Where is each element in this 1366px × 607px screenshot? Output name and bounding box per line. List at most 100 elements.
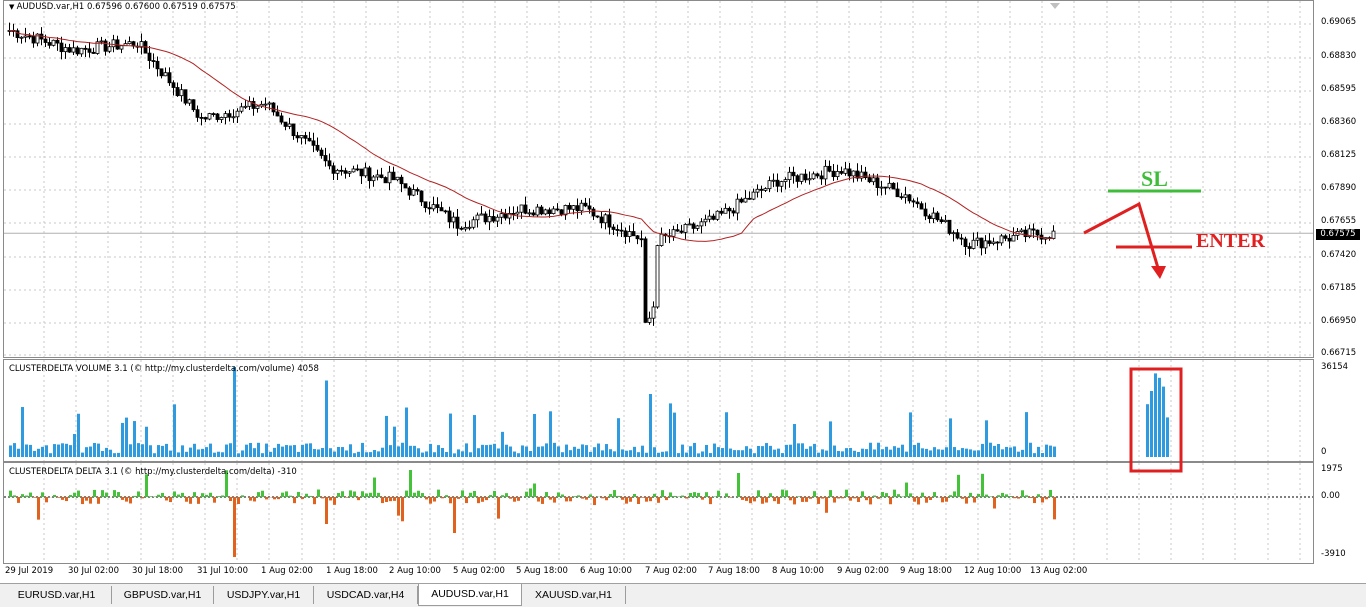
delta-bar-negative bbox=[765, 497, 768, 503]
candle-body bbox=[475, 214, 480, 221]
delta-bar-negative bbox=[1017, 497, 1020, 499]
candle-body bbox=[427, 207, 432, 210]
volume-bar bbox=[469, 452, 472, 457]
candle-body bbox=[155, 60, 160, 70]
delta-bar-positive bbox=[797, 496, 800, 497]
time-label: 30 Jul 18:00 bbox=[132, 566, 183, 576]
volume-bar bbox=[573, 446, 576, 457]
candle-body bbox=[383, 177, 388, 184]
volume-bar bbox=[205, 447, 208, 457]
volume-bar bbox=[517, 453, 520, 457]
delta-bar-positive bbox=[561, 494, 564, 497]
tab-xauusd[interactable]: XAUUSD.var,H1 bbox=[522, 586, 626, 604]
delta-bar-negative bbox=[745, 497, 748, 501]
volume-bar bbox=[825, 450, 828, 457]
volume-bar bbox=[381, 447, 384, 457]
time-label: 9 Aug 02:00 bbox=[837, 566, 889, 576]
candle-body bbox=[947, 219, 952, 234]
candle-body bbox=[531, 212, 536, 216]
delta-bar-negative bbox=[329, 497, 332, 501]
delta-bar-negative bbox=[97, 497, 100, 504]
volume-histogram-svg bbox=[9, 360, 1301, 461]
delta-bar-negative bbox=[973, 497, 976, 503]
candle-body bbox=[827, 165, 832, 172]
candle-body bbox=[803, 173, 808, 181]
delta-bar-positive bbox=[677, 496, 680, 497]
volume-bar bbox=[357, 451, 360, 457]
delta-bar-negative bbox=[585, 497, 588, 500]
tab-usdcad[interactable]: USDCAD.var,H4 bbox=[314, 586, 418, 604]
tab-audusd[interactable]: AUDUSD.var,H1 bbox=[418, 584, 522, 606]
candle-body bbox=[395, 176, 400, 181]
candle-body bbox=[651, 306, 656, 319]
delta-bar-negative bbox=[1045, 497, 1048, 500]
candle-body bbox=[775, 179, 780, 187]
candle-body bbox=[1007, 237, 1012, 242]
volume-bar bbox=[65, 443, 68, 457]
delta-bar-positive bbox=[201, 493, 204, 497]
volume-bar bbox=[957, 450, 960, 457]
price-chart-panel[interactable]: ▼ AUDUSD.var,H1 0.67596 0.67600 0.67519 … bbox=[3, 0, 1314, 358]
delta-bar-negative bbox=[833, 497, 836, 503]
volume-bar bbox=[733, 450, 736, 457]
volume-bar bbox=[37, 448, 40, 457]
candle-body bbox=[315, 144, 320, 151]
collapse-triangle-icon[interactable]: ▼ bbox=[9, 3, 17, 11]
delta-bar-negative bbox=[433, 497, 436, 502]
delta-bar-negative bbox=[605, 497, 608, 501]
delta-bar-negative bbox=[1033, 497, 1036, 504]
delta-bar-negative bbox=[301, 497, 304, 500]
candle-body bbox=[99, 40, 104, 43]
candle-body bbox=[479, 213, 484, 216]
candle-body bbox=[1019, 229, 1024, 232]
candle-body bbox=[507, 212, 512, 219]
tab-gbpusd[interactable]: GBPUSD.var,H1 bbox=[112, 586, 214, 604]
volume-bar bbox=[589, 451, 592, 457]
volume-bar bbox=[193, 443, 196, 457]
volume-bar bbox=[749, 448, 752, 457]
delta-bar-negative bbox=[497, 497, 500, 519]
candle-body bbox=[399, 176, 404, 185]
delta-bar-negative bbox=[709, 497, 712, 505]
volume-bar bbox=[693, 442, 696, 457]
candle-body bbox=[167, 72, 172, 84]
tab-usdjpy[interactable]: USDJPY.var,H1 bbox=[214, 586, 314, 604]
candle-body bbox=[831, 170, 836, 178]
delta-bar-positive bbox=[689, 492, 692, 497]
volume-bar bbox=[189, 447, 192, 457]
volume-bar bbox=[717, 447, 720, 457]
volume-bar bbox=[881, 449, 884, 457]
volume-bar bbox=[925, 448, 928, 457]
volume-bar bbox=[617, 418, 620, 457]
candle-body bbox=[407, 187, 412, 196]
delta-bar-negative bbox=[801, 497, 804, 502]
delta-bar-positive bbox=[445, 495, 448, 497]
price-axis[interactable]: 0.69065 0.68830 0.68595 0.68360 0.68125 … bbox=[1314, 0, 1366, 358]
delta-panel[interactable]: CLUSTERDELTA DELTA 3.1 (© http://my.clus… bbox=[3, 462, 1314, 564]
delta-bar-negative bbox=[637, 497, 640, 504]
volume-bar bbox=[805, 448, 808, 457]
delta-bar-negative bbox=[357, 497, 360, 501]
candle-body bbox=[311, 140, 316, 146]
candle-body bbox=[799, 173, 804, 182]
candle-body bbox=[703, 218, 708, 223]
delta-bar-positive bbox=[505, 493, 508, 497]
candle-body bbox=[1031, 228, 1036, 231]
candle-body bbox=[695, 225, 700, 229]
candle-body bbox=[15, 30, 20, 39]
volume-bar bbox=[49, 453, 52, 457]
candle-body bbox=[363, 167, 368, 177]
candle-body bbox=[447, 210, 452, 223]
volume-bar bbox=[577, 448, 580, 457]
candle-body bbox=[875, 177, 880, 189]
volume-panel[interactable]: CLUSTERDELTA VOLUME 3.1 (© http://my.clu… bbox=[3, 359, 1314, 462]
candle-body bbox=[895, 188, 900, 198]
tab-eurusd[interactable]: EURUSD.var,H1 bbox=[2, 586, 112, 604]
candle-body bbox=[179, 89, 184, 97]
delta-bar-positive bbox=[829, 490, 832, 497]
delta-bar-negative bbox=[741, 497, 744, 500]
delta-bar-positive bbox=[673, 495, 676, 497]
volume-bar bbox=[401, 442, 404, 457]
time-label: 7 Aug 18:00 bbox=[708, 566, 760, 576]
delta-bar-positive bbox=[529, 488, 532, 497]
